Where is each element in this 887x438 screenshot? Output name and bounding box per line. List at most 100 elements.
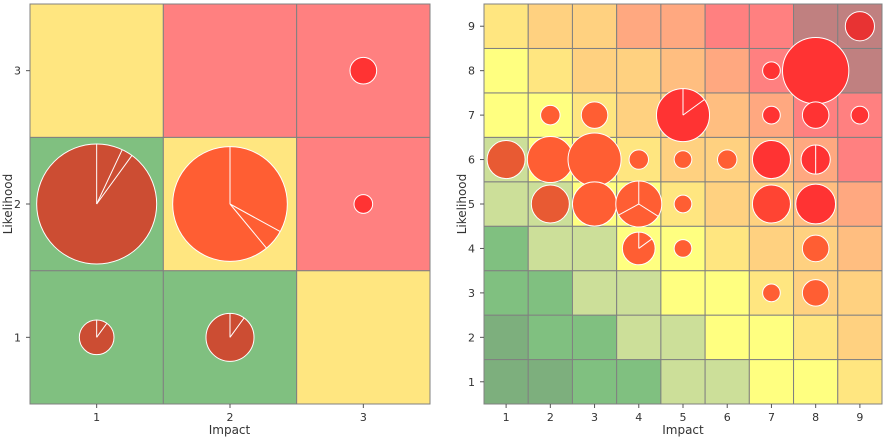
bubble-14-disc: [673, 150, 693, 169]
risk-heatmap-9x9: 1 2 3 4 5 6 7 8 9 1 2 3 4 5 6 7 8 9: [468, 3, 883, 424]
heatmap-cell-7-1: [748, 359, 795, 405]
bubble-22-disc: [751, 184, 791, 224]
heatmap-cell-9-1: [837, 359, 883, 405]
heatmap-cell-2-8: [527, 47, 573, 94]
heatmap-cell-2-4: [527, 225, 573, 272]
bubble-3: [36, 143, 158, 265]
heatmap-cell-3-9: [571, 3, 618, 49]
heatmap-cell-1-9: [483, 3, 529, 49]
bubble-6-slice-edge: [682, 99, 705, 116]
y-tick-label: 2: [14, 198, 21, 211]
heatmap-cell-1-7: [483, 92, 529, 138]
x-tick-label: 3: [591, 411, 598, 424]
y-tick-label: 4: [468, 242, 475, 255]
heatmap-cell-1-8: [483, 47, 529, 94]
bubble-2: [205, 312, 255, 362]
bubble-3-disc: [782, 36, 850, 105]
bubble-1: [844, 11, 875, 42]
bubble-22: [751, 184, 791, 224]
y-tick-label: 5: [468, 198, 475, 211]
bubble-7-disc: [762, 105, 781, 125]
heatmap-cell-9-4: [837, 225, 883, 272]
bubble-20: [615, 180, 663, 228]
bubble-5: [353, 194, 374, 214]
bubble-1: [78, 319, 115, 356]
heatmap-cell-4-3: [616, 270, 662, 316]
heatmap-cell-7-4: [748, 225, 795, 272]
heatmap-cell-1-2: [483, 314, 529, 361]
bubble-3: [782, 36, 850, 105]
bubble-21: [673, 194, 693, 214]
bubble-26: [801, 234, 830, 263]
bubble-5-disc: [353, 194, 374, 214]
x-tick-label: 9: [856, 411, 863, 424]
bubble-16: [751, 140, 791, 180]
bubble-28-disc: [801, 279, 830, 307]
bubble-2-slice-edge: [229, 317, 245, 338]
bubble-11: [526, 136, 574, 184]
bubble-13: [628, 149, 650, 170]
matrix-cell-1-3: [29, 3, 164, 138]
x-tick-label: 1: [93, 411, 100, 424]
x-tick-label: 2: [227, 411, 234, 424]
bubble-6: [349, 56, 378, 85]
bubble-25: [673, 239, 693, 258]
heatmap-cell-7-2: [748, 314, 795, 361]
heatmap-cell-5-3: [660, 270, 706, 316]
bubble-19: [571, 181, 618, 227]
bubble-8-disc: [801, 101, 830, 129]
heatmap-cell-1-5: [483, 181, 529, 227]
heatmap-cell-9-6: [837, 136, 883, 183]
bubble-4: [540, 104, 561, 126]
heatmap-cell-3-8: [571, 47, 618, 94]
matrix-cell-3-1: [296, 270, 431, 405]
heatmap-cell-8-2: [793, 314, 839, 361]
y-tick-label: 3: [14, 65, 21, 78]
bubble-23-disc: [795, 183, 837, 225]
bubble-16-disc: [751, 140, 791, 180]
right-y-axis-label: Likelihood: [455, 174, 469, 235]
risk-matrix-3x3: 1 2 3 1 2 3: [14, 3, 431, 424]
y-tick-label: 7: [468, 109, 475, 122]
x-tick-label: 4: [635, 411, 642, 424]
heatmap-cell-3-3: [571, 270, 618, 316]
heatmap-cell-2-1: [527, 359, 573, 405]
heatmap-cell-6-4: [704, 225, 750, 272]
y-tick-label: 3: [468, 287, 475, 300]
bubble-23: [795, 183, 837, 225]
y-tick-label: 9: [468, 20, 475, 33]
heatmap-cell-1-4: [483, 225, 529, 272]
bubble-18-disc: [530, 184, 570, 224]
bubble-2: [762, 61, 781, 81]
right-x-axis-label: Impact: [662, 423, 704, 437]
bubble-15-disc: [716, 149, 738, 170]
bubble-17: [800, 144, 831, 175]
heatmap-cell-2-9: [527, 3, 573, 49]
bubble-6: [655, 88, 711, 143]
bubble-3-slice-edge: [96, 155, 133, 205]
heatmap-cell-5-9: [660, 3, 706, 49]
bubble-4-slice-edge: [229, 203, 281, 233]
x-tick-label: 1: [503, 411, 510, 424]
heatmap-cell-4-9: [616, 3, 662, 49]
heatmap-cell-9-5: [837, 181, 883, 227]
bubble-24: [621, 231, 656, 266]
heatmap-cell-6-3: [704, 270, 750, 316]
x-tick-label: 8: [812, 411, 819, 424]
y-tick-label: 1: [14, 331, 21, 344]
bubble-20-slice-edge: [638, 203, 659, 217]
y-tick-label: 2: [468, 331, 475, 344]
bubble-2-disc: [762, 61, 781, 81]
x-tick-label: 5: [680, 411, 687, 424]
heatmap-cell-7-9: [748, 3, 795, 49]
heatmap-cell-5-2: [660, 314, 706, 361]
bubble-13-disc: [628, 149, 650, 170]
x-tick-label: 6: [724, 411, 731, 424]
heatmap-cell-9-2: [837, 314, 883, 361]
bubble-24-slice-edge: [638, 238, 653, 249]
x-tick-label: 7: [768, 411, 775, 424]
heatmap-cell-6-2: [704, 314, 750, 361]
heatmap-cell-4-8: [616, 47, 662, 94]
bubble-15: [716, 149, 738, 170]
